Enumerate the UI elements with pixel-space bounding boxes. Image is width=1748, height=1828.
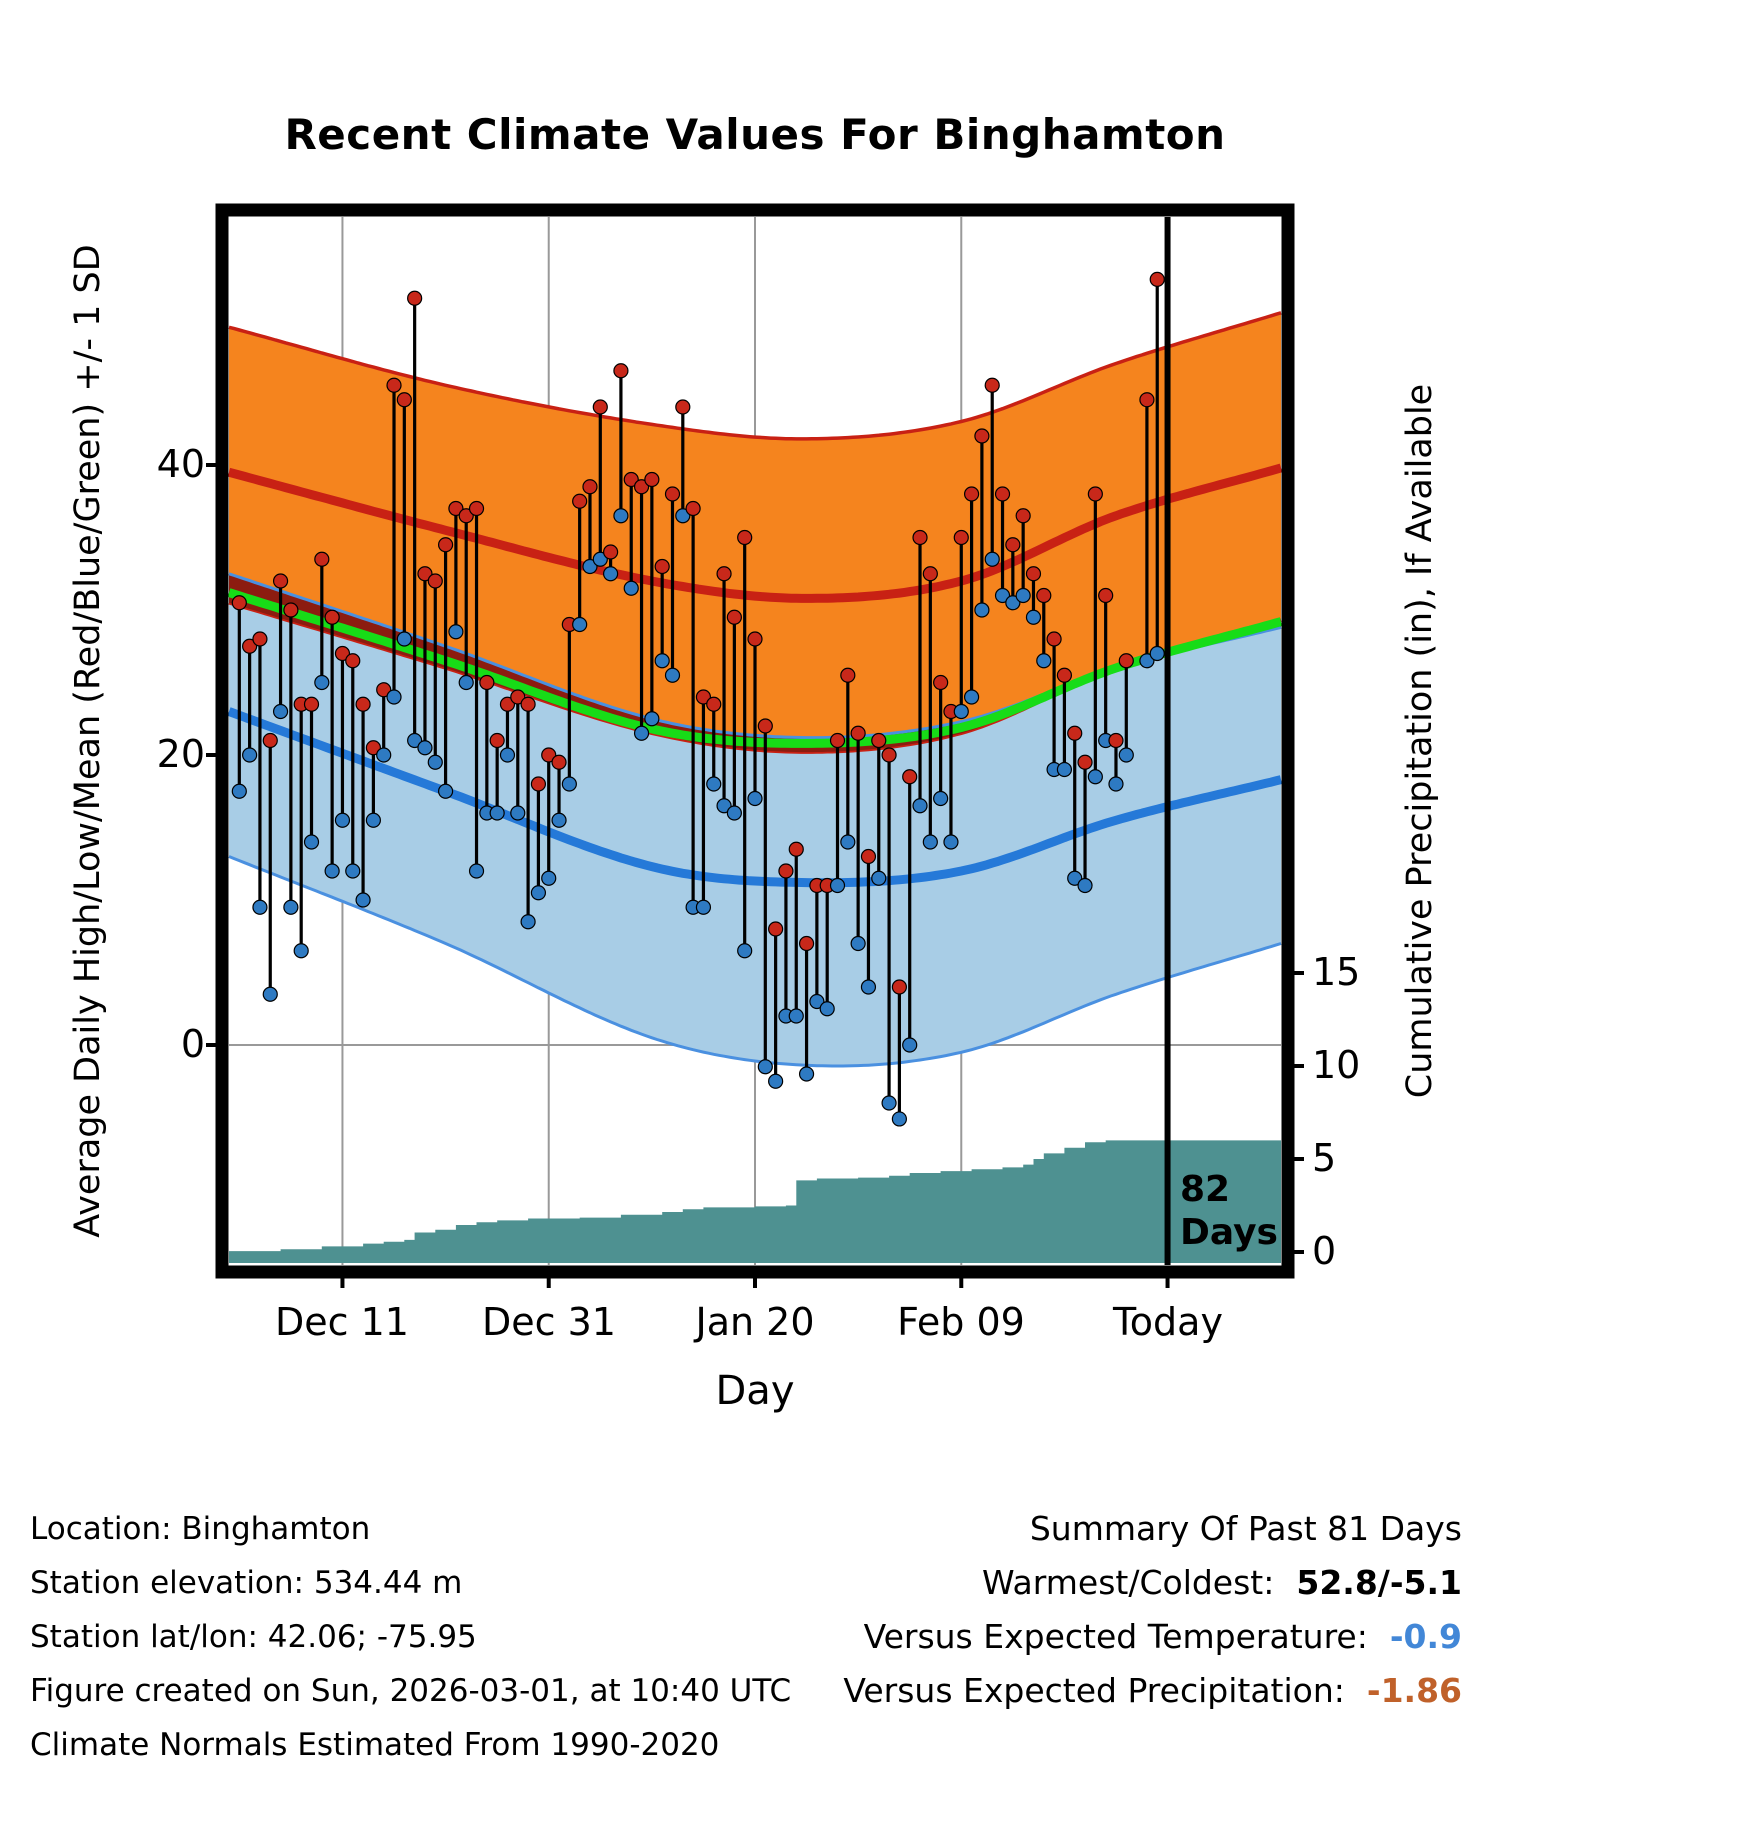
summary-label: Warmest/Coldest: (982, 1563, 1275, 1602)
station-latlon-line: Station lat/lon: 42.06; -75.95 (30, 1619, 477, 1655)
right-tick-label-15: 15 (1312, 950, 1361, 994)
elapsed-days-annotation: 82 Days (1180, 1168, 1278, 1254)
station-elevation-line: Station elevation: 534.44 m (30, 1565, 463, 1601)
right-tick-label-5: 5 (1312, 1136, 1337, 1180)
climate-normals-line: Climate Normals Estimated From 1990-2020 (30, 1727, 720, 1763)
summary-label: Versus Expected Temperature: (863, 1617, 1368, 1656)
x-tick-label-feb09: Feb 09 (897, 1300, 1025, 1344)
summary-row-vs-precipitation: Versus Expected Precipitation: -1.86 (843, 1664, 1462, 1718)
chart-title: Recent Climate Values For Binghamton (284, 110, 1226, 159)
summary-row-vs-temperature: Versus Expected Temperature: -0.9 (843, 1610, 1462, 1664)
right-tick-label-0: 0 (1312, 1229, 1337, 1273)
summary-value-warmest-coldest: 52.8/-5.1 (1296, 1563, 1462, 1602)
left-tick-label-20: 20 (156, 732, 205, 776)
x-tick-label-today: Today (1113, 1300, 1223, 1344)
elapsed-days-word: Days (1180, 1212, 1278, 1253)
left-tick-label-0: 0 (180, 1022, 205, 1066)
summary-value-vs-temperature: -0.9 (1389, 1617, 1462, 1656)
station-metadata: Location: Binghamton Station elevation: … (30, 1502, 791, 1772)
summary-block: Summary Of Past 81 Days Warmest/Coldest:… (843, 1502, 1462, 1718)
x-tick-label-jan20: Jan 20 (695, 1300, 815, 1344)
x-tick-label-dec11: Dec 11 (275, 1300, 409, 1344)
summary-title: Summary Of Past 81 Days (1029, 1509, 1462, 1548)
summary-label: Versus Expected Precipitation: (843, 1671, 1345, 1710)
x-tick-label-dec31: Dec 31 (482, 1300, 616, 1344)
summary-row-warmest-coldest: Warmest/Coldest: 52.8/-5.1 (843, 1556, 1462, 1610)
figure-created-line: Figure created on Sun, 2026-03-01, at 10… (30, 1673, 792, 1709)
x-axis-label: Day (715, 1368, 795, 1414)
left-tick-label-40: 40 (156, 442, 205, 486)
station-location-line: Location: Binghamton (30, 1511, 371, 1547)
elapsed-days-count: 82 (1180, 1169, 1231, 1210)
right-tick-label-10: 10 (1312, 1043, 1361, 1087)
summary-value-vs-precipitation: -1.86 (1366, 1671, 1462, 1710)
